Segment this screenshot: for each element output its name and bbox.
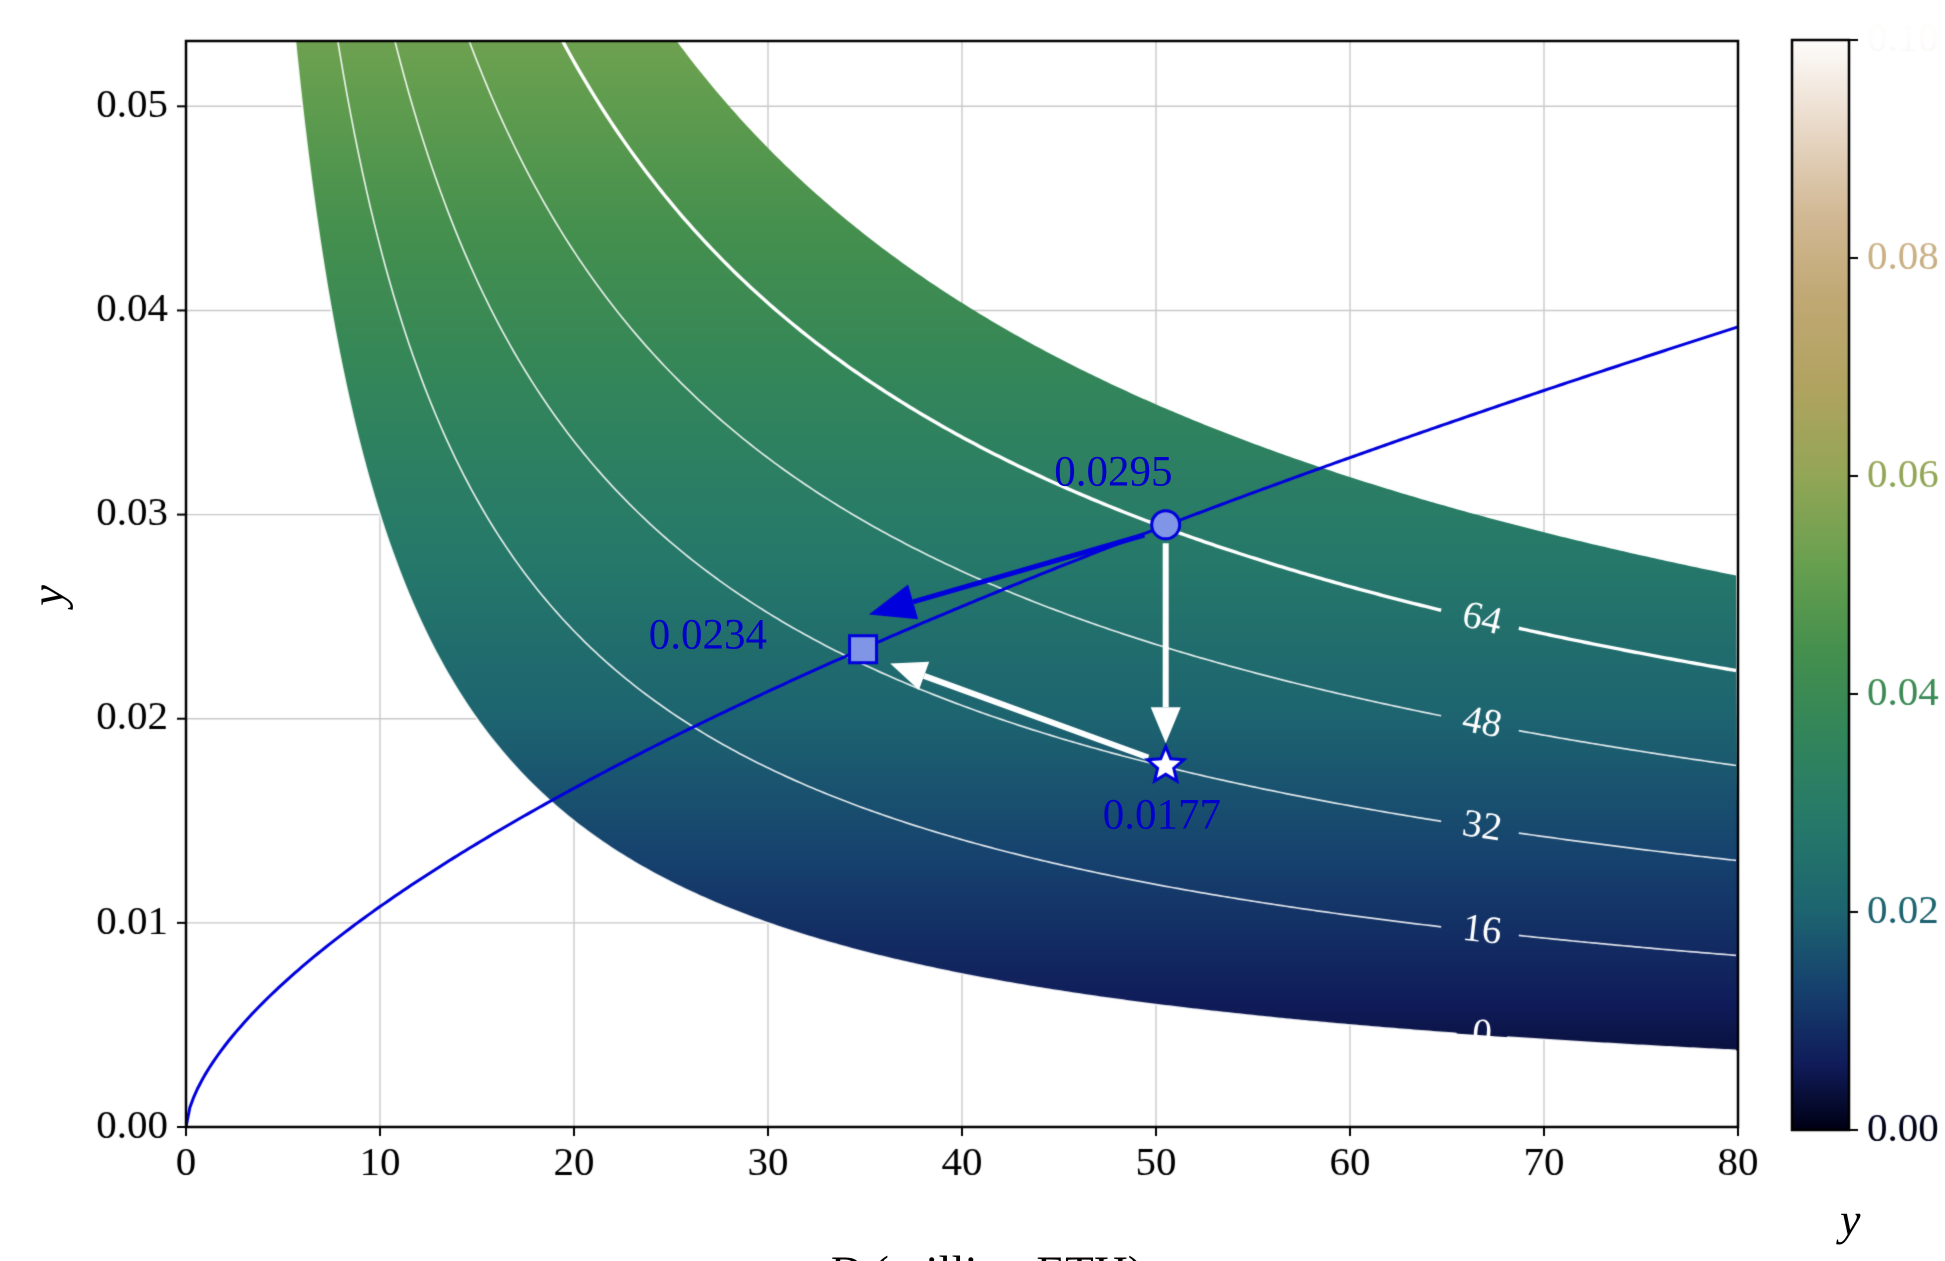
- y-axis-title: y: [0, 585, 129, 653]
- point-annotation-current-yield: 0.0295: [1054, 448, 1173, 496]
- point-annotation-instant-yield: 0.0177: [1102, 791, 1221, 839]
- x-axis-units: (million ETH): [861, 1247, 1143, 1261]
- y-axis-variable: y: [21, 585, 74, 606]
- colorbar-title: y: [1794, 1140, 1860, 1261]
- colorbar-variable: y: [1840, 1194, 1861, 1245]
- x-axis-title: D (million ETH): [781, 1192, 1144, 1261]
- point-annotation-new-equilibrium-yield: 0.0234: [648, 611, 767, 659]
- x-axis-variable: D: [828, 1247, 862, 1261]
